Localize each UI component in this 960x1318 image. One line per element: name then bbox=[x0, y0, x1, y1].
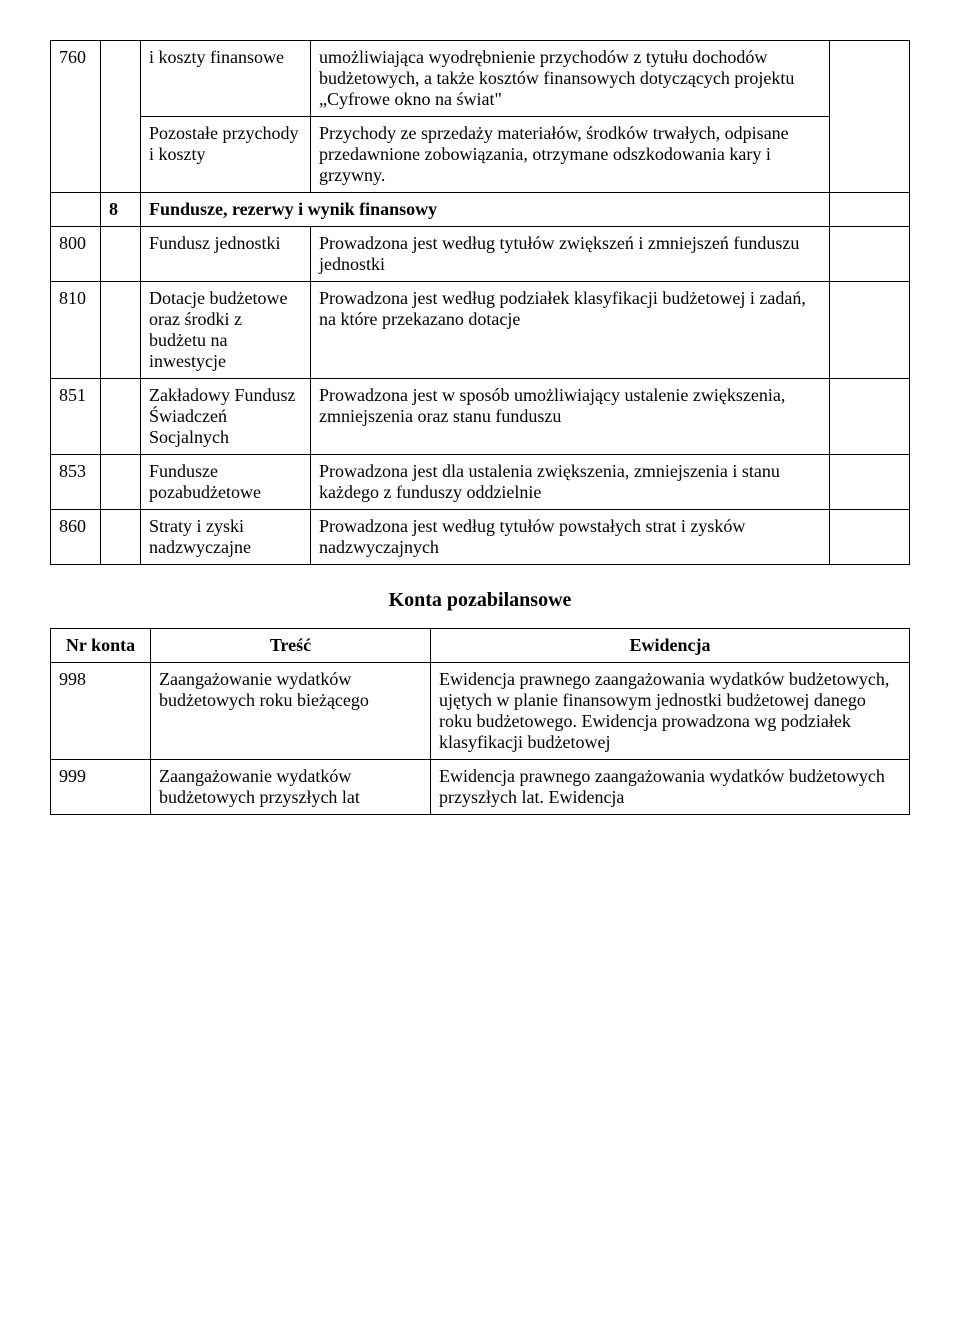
group-cell bbox=[101, 510, 141, 565]
desc-cell: Prowadzona jest w sposób umożliwiający u… bbox=[311, 379, 830, 455]
account-code-cell bbox=[51, 193, 101, 227]
name-cell: Zaangażowanie wydatków budżetowych przys… bbox=[151, 760, 431, 815]
table-row: 800 Fundusz jednostki Prowadzona jest we… bbox=[51, 227, 910, 282]
group-cell: 8 bbox=[101, 193, 141, 227]
empty-cell bbox=[830, 193, 910, 227]
account-code-cell: 999 bbox=[51, 760, 151, 815]
account-code-cell: 760 bbox=[51, 41, 101, 193]
col-header-ewidencja: Ewidencja bbox=[431, 629, 910, 663]
table-row: 998 Zaangażowanie wydatków budżetowych r… bbox=[51, 663, 910, 760]
empty-cell bbox=[830, 41, 910, 193]
account-code-cell: 860 bbox=[51, 510, 101, 565]
table-row: 860 Straty i zyski nadzwyczajne Prowadzo… bbox=[51, 510, 910, 565]
desc-cell: Przychody ze sprzedaży materiałów, środk… bbox=[311, 117, 830, 193]
group-cell bbox=[101, 227, 141, 282]
desc-cell: Prowadzona jest według podziałek klasyfi… bbox=[311, 282, 830, 379]
empty-cell bbox=[830, 282, 910, 379]
account-code-cell: 851 bbox=[51, 379, 101, 455]
account-code-cell: 810 bbox=[51, 282, 101, 379]
empty-cell bbox=[830, 510, 910, 565]
desc-cell: Ewidencja prawnego zaangażowania wydatkó… bbox=[431, 663, 910, 760]
offbalance-accounts-table: Nr konta Treść Ewidencja 998 Zaangażowan… bbox=[50, 628, 910, 815]
table-row: 810 Dotacje budżetowe oraz środki z budż… bbox=[51, 282, 910, 379]
desc-cell: umożliwiająca wyodrębnienie przychodów z… bbox=[311, 41, 830, 117]
table-row: Pozostałe przychody i koszty Przychody z… bbox=[51, 117, 910, 193]
section-title: Konta pozabilansowe bbox=[50, 589, 910, 612]
name-cell: Straty i zyski nadzwyczajne bbox=[141, 510, 311, 565]
col-header-nr: Nr konta bbox=[51, 629, 151, 663]
empty-cell bbox=[830, 455, 910, 510]
empty-cell bbox=[830, 379, 910, 455]
group-cell bbox=[101, 282, 141, 379]
group-cell bbox=[101, 41, 141, 193]
desc-cell: Prowadzona jest według tytułów zwiększeń… bbox=[311, 227, 830, 282]
group-cell bbox=[101, 379, 141, 455]
account-code-cell: 800 bbox=[51, 227, 101, 282]
table-row: 760 i koszty finansowe umożliwiająca wyo… bbox=[51, 41, 910, 117]
desc-cell: Prowadzona jest według tytułów powstałyc… bbox=[311, 510, 830, 565]
col-header-tresc: Treść bbox=[151, 629, 431, 663]
table-row: 999 Zaangażowanie wydatków budżetowych p… bbox=[51, 760, 910, 815]
table-row: 853 Fundusze pozabudżetowe Prowadzona je… bbox=[51, 455, 910, 510]
name-cell: Fundusze pozabudżetowe bbox=[141, 455, 311, 510]
name-cell: Pozostałe przychody i koszty bbox=[141, 117, 311, 193]
table-row: 851 Zakładowy Fundusz Świadczeń Socjalny… bbox=[51, 379, 910, 455]
account-code-cell: 853 bbox=[51, 455, 101, 510]
name-cell: Dotacje budżetowe oraz środki z budżetu … bbox=[141, 282, 311, 379]
name-cell: Zaangażowanie wydatków budżetowych roku … bbox=[151, 663, 431, 760]
group-cell bbox=[101, 455, 141, 510]
desc-cell: Ewidencja prawnego zaangażowania wydatkó… bbox=[431, 760, 910, 815]
name-cell: Zakładowy Fundusz Świadczeń Socjalnych bbox=[141, 379, 311, 455]
section-header-cell: Fundusze, rezerwy i wynik finansowy bbox=[141, 193, 830, 227]
table-section-row: 8 Fundusze, rezerwy i wynik finansowy bbox=[51, 193, 910, 227]
empty-cell bbox=[830, 227, 910, 282]
name-cell: Fundusz jednostki bbox=[141, 227, 311, 282]
accounts-table-1: 760 i koszty finansowe umożliwiająca wyo… bbox=[50, 40, 910, 565]
account-code-cell: 998 bbox=[51, 663, 151, 760]
table-header-row: Nr konta Treść Ewidencja bbox=[51, 629, 910, 663]
name-cell: i koszty finansowe bbox=[141, 41, 311, 117]
desc-cell: Prowadzona jest dla ustalenia zwiększeni… bbox=[311, 455, 830, 510]
